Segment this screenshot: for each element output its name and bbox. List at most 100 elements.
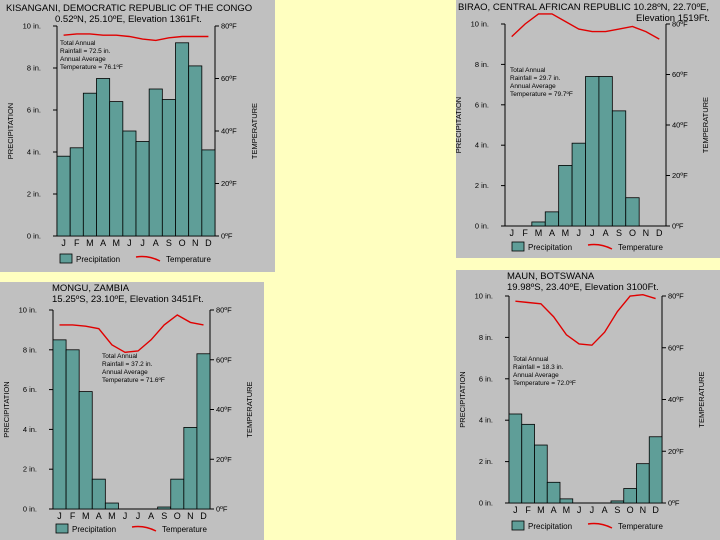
y-axis-title: PRECIPITATION <box>458 371 467 427</box>
precipitation-bar <box>82 92 97 237</box>
precipitation-bar <box>585 76 600 227</box>
precipitation-bar <box>648 436 663 504</box>
x-tick-label: A <box>551 505 557 515</box>
precipitation-bar <box>611 110 627 227</box>
annotation-text: Rainfall = 37.2 in. <box>102 361 153 368</box>
y2-tick-label: 20ºF <box>221 179 237 188</box>
y2-tick-label: 60ºF <box>221 74 237 83</box>
precipitation-bar <box>52 339 67 510</box>
precipitation-bar <box>104 502 119 510</box>
y2-tick-label: 20ºF <box>672 171 688 180</box>
annotation-text: Rainfall = 72.5 in. <box>60 48 111 55</box>
precipitation-bar <box>508 413 523 504</box>
climate-chart-mongu: 0 in. 2 in. 4 in. 6 in. 8 in. 10 in. 0ºF 20ºF 40… <box>2 306 254 535</box>
y-tick-label: 4 in. <box>27 148 41 157</box>
y-tick-label: 2 in. <box>23 465 37 474</box>
y-tick-label: 10 in. <box>475 292 493 301</box>
x-tick-label: J <box>577 228 582 238</box>
legend-temperature-swatch <box>135 255 161 262</box>
y2-tick-label: 0ºF <box>216 505 228 514</box>
x-tick-label: A <box>96 511 102 521</box>
y-tick-label: 0 in. <box>479 499 493 508</box>
precipitation-bar <box>56 155 71 237</box>
precipitation-bar <box>122 130 137 237</box>
precipitation-bar <box>521 423 535 504</box>
x-tick-label: N <box>187 511 194 521</box>
annotation-text: Annual Average <box>102 369 148 376</box>
chart-subtitle: 0.52ºN, 25.10ºE, Elevation 1361Ft. <box>55 14 202 25</box>
y-axis-title: PRECIPITATION <box>456 97 463 153</box>
x-tick-label: J <box>61 238 66 248</box>
x-tick-label: J <box>590 505 595 515</box>
x-tick-label: M <box>537 505 545 515</box>
y-tick-label: 6 in. <box>475 100 489 109</box>
y2-tick-label: 80ºF <box>668 292 684 301</box>
legend-temperature-label: Temperature <box>618 243 663 252</box>
climate-chart-maun: 0 in. 2 in. 4 in. 6 in. 8 in. 10 in. 0ºF 20ºF 40… <box>458 292 706 532</box>
x-tick-label: F <box>74 238 80 248</box>
y-tick-label: 0 in. <box>27 232 41 241</box>
x-tick-label: O <box>627 505 634 515</box>
precipitation-bar <box>170 478 185 510</box>
precipitation-bar <box>636 463 650 504</box>
y2-tick-label: 0ºF <box>221 232 233 241</box>
x-tick-label: S <box>166 238 172 248</box>
annotation-text: Annual Average <box>510 83 556 90</box>
x-tick-label: J <box>136 511 141 521</box>
legend-precipitation-swatch <box>511 520 525 531</box>
legend-temperature-swatch <box>587 522 613 529</box>
legend-temperature-label: Temperature <box>166 255 211 264</box>
y-tick-label: 8 in. <box>479 333 493 342</box>
x-tick-label: J <box>509 228 513 238</box>
legend-precipitation-swatch <box>55 523 69 534</box>
precipitation-bar <box>623 488 637 504</box>
chart-title: KISANGANI, DEMOCRATIC REPUBLIC OF THE CO… <box>6 3 253 14</box>
annotation-text: Total Annual <box>513 356 549 363</box>
precipitation-bar <box>559 498 574 504</box>
temperature-line <box>515 293 656 346</box>
precipitation-bar <box>625 197 640 227</box>
y-tick-label: 8 in. <box>475 60 489 69</box>
y-tick-label: 10 in. <box>471 20 489 29</box>
x-tick-label: A <box>153 238 159 248</box>
precipitation-bar <box>96 78 111 237</box>
chart-subtitle: 19.98ºS, 23.40ºE, Elevation 3100Ft. <box>507 282 659 293</box>
y2-tick-label: 60ºF <box>672 70 688 79</box>
precipitation-bar <box>571 142 586 227</box>
legend-precipitation-label: Precipitation <box>528 522 572 531</box>
y2-tick-label: 20ºF <box>668 447 684 456</box>
precipitation-bar <box>161 99 176 237</box>
panel-kisangani: KISANGANI, DEMOCRATIC REPUBLIC OF THE CO… <box>0 0 275 272</box>
x-tick-label: N <box>640 505 647 515</box>
climate-chart-kisangani: 0 in. 2 in. 4 in. 6 in. 8 in. 10 in. 0ºF 20ºF 40… <box>6 22 259 265</box>
precipitation-bar <box>531 221 546 227</box>
y-tick-label: 2 in. <box>27 190 41 199</box>
y-tick-label: 10 in. <box>19 306 37 315</box>
y2-tick-label: 80ºF <box>221 22 237 31</box>
x-tick-label: J <box>140 238 145 248</box>
legend-precipitation-label: Precipitation <box>528 243 572 252</box>
x-tick-label: F <box>525 505 531 515</box>
x-tick-label: A <box>602 505 608 515</box>
y-tick-label: 6 in. <box>479 374 493 383</box>
legend-temperature-label: Temperature <box>162 525 207 534</box>
precipitation-bar <box>546 481 561 504</box>
x-tick-label: S <box>161 511 167 521</box>
legend-precipitation-swatch <box>59 253 73 264</box>
x-tick-label: F <box>70 511 76 521</box>
precipitation-bar <box>183 427 198 510</box>
x-tick-label: M <box>82 511 90 521</box>
y-tick-label: 0 in. <box>475 222 489 231</box>
x-tick-label: O <box>174 511 181 521</box>
x-tick-label: J <box>57 511 62 521</box>
precipitation-bar <box>91 478 106 510</box>
y-axis-title: PRECIPITATION <box>6 103 15 159</box>
annotation-text: Annual Average <box>513 372 559 379</box>
precipitation-bar <box>558 164 573 227</box>
y2-axis-title: TEMPERATURE <box>250 103 259 159</box>
annotation-text: Temperature = 79.7ºF <box>510 91 573 98</box>
panel-maun: MAUN, BOTSWANA 19.98ºS, 23.40ºE, Elevati… <box>456 270 720 540</box>
x-tick-label: A <box>603 228 609 238</box>
y2-axis-title: TEMPERATURE <box>701 97 710 153</box>
x-tick-label: M <box>535 228 543 238</box>
